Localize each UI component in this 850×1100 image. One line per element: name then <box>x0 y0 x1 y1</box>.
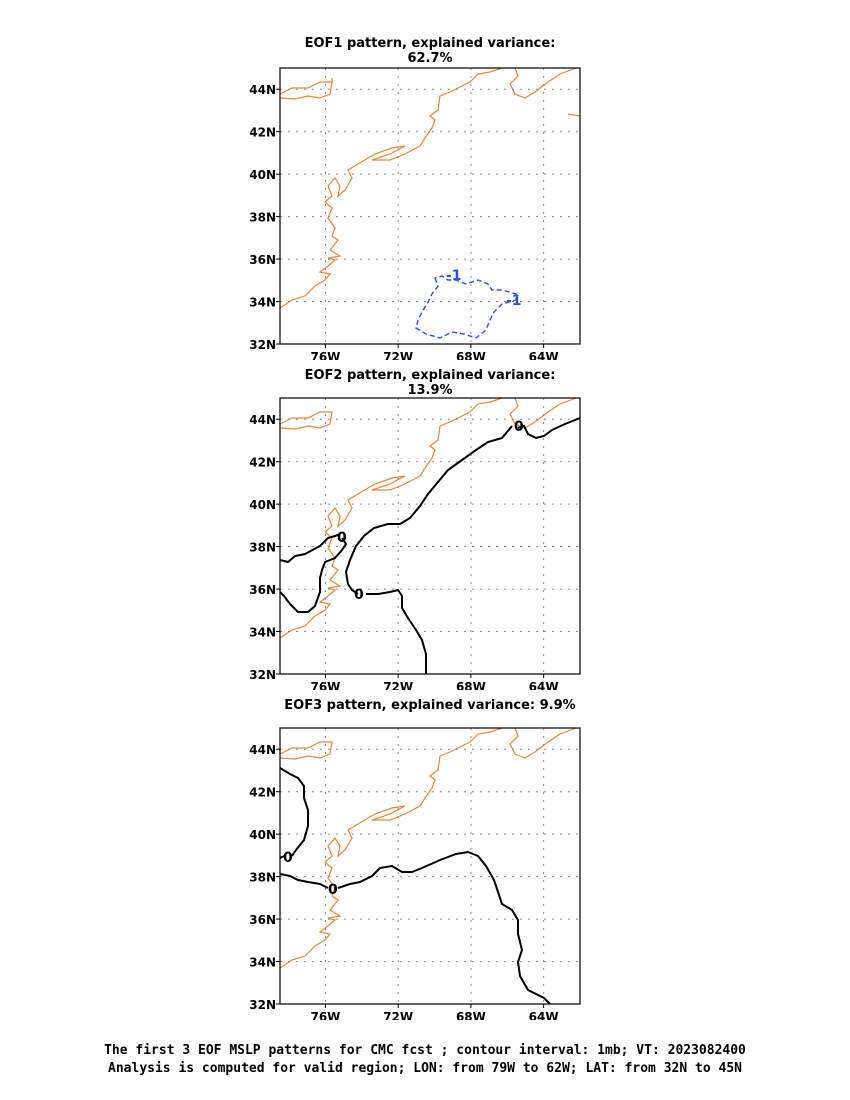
coastline <box>279 727 577 969</box>
grid <box>280 728 580 1005</box>
contour-label: 0 <box>354 587 364 603</box>
lat-tick-label: 38N <box>249 871 276 885</box>
contour-label: 0 <box>337 530 347 546</box>
lon-tick-label: 76W <box>310 350 340 360</box>
lon-tick-label: 76W <box>310 680 340 690</box>
lat-tick-label: 40N <box>249 498 276 512</box>
lon-tick-label: 72W <box>383 680 413 690</box>
zero-contour <box>279 533 341 564</box>
lat-tick-label: 44N <box>249 743 276 757</box>
map-frame <box>279 67 581 345</box>
caption-line-2: Analysis is computed for valid region; L… <box>108 1061 742 1076</box>
eof1-contours: -1 -1 <box>415 268 522 339</box>
lat-tick-label: 38N <box>249 211 276 225</box>
figure-caption: The first 3 EOF MSLP patterns for CMC fc… <box>0 1042 850 1078</box>
eof1-panel: EOF1 pattern, explained variance: 62.7% … <box>0 0 850 360</box>
negative-contour <box>415 275 517 339</box>
map-axes: 44N 42N 40N 38N 36N 34N 32N 76W 72W 68W 64W <box>249 743 558 1020</box>
lat-tick-label: 32N <box>249 998 276 1012</box>
panel-title: EOF1 pattern, explained variance: 62.7% <box>304 36 556 66</box>
lat-tick-label: 42N <box>249 456 276 470</box>
lon-tick-label: 64W <box>529 1010 559 1020</box>
eof2-panel: EOF2 pattern, explained variance: 13.9% … <box>0 330 850 690</box>
lat-tick-label: 38N <box>249 541 276 555</box>
lon-tick-label: 76W <box>310 1010 340 1020</box>
zero-contour <box>279 855 285 859</box>
lon-tick-label: 72W <box>383 1010 413 1020</box>
eof2-contours: 0 0 0 <box>279 417 581 674</box>
lat-tick-label: 40N <box>249 828 276 842</box>
lat-tick-label: 44N <box>249 413 276 427</box>
contour-label: 0 <box>514 419 524 435</box>
eof2-map: 44N 42N 40N 38N 36N 34N 32N 76W 72W 68W 64W 0 0 0 <box>249 397 581 690</box>
eof3-contours: 0 0 <box>279 767 551 1005</box>
lat-tick-label: 36N <box>249 583 276 597</box>
lat-tick-label: 40N <box>249 168 276 182</box>
caption-line-1: The first 3 EOF MSLP patterns for CMC fc… <box>104 1043 746 1058</box>
contour-label: 0 <box>328 882 338 898</box>
panel-title: EOF3 pattern, explained variance: 9.9% <box>284 698 576 713</box>
lon-tick-label: 68W <box>456 1010 486 1020</box>
lat-tick-label: 44N <box>249 83 276 97</box>
lat-tick-label: 32N <box>249 668 276 682</box>
map-axes: 44N 42N 40N 38N 36N 34N 32N 76W 72W 68W 64W <box>249 413 558 690</box>
lon-tick-label: 64W <box>529 680 559 690</box>
coastline <box>279 67 581 309</box>
zero-contour <box>344 425 513 595</box>
map-axes: 44N 42N 40N 38N 36N 34N 32N 76W 72W 68W 64W <box>249 83 558 360</box>
zero-contour <box>279 537 348 613</box>
grid <box>280 398 580 675</box>
lon-tick-label: 68W <box>456 680 486 690</box>
zero-contour <box>279 873 329 889</box>
eof1-map: 44N 42N 40N 38N 36N 34N 32N 76W 72W 68W 64W -1 -1 <box>249 67 581 360</box>
panel-title: EOF2 pattern, explained variance: 13.9% <box>304 368 556 398</box>
lat-tick-label: 36N <box>249 253 276 267</box>
zero-contour <box>517 417 581 440</box>
zero-contour <box>279 767 309 857</box>
grid <box>280 68 580 345</box>
lat-tick-label: 36N <box>249 913 276 927</box>
map-frame <box>279 397 581 675</box>
lon-tick-label: 64W <box>529 350 559 360</box>
lat-tick-label: 34N <box>249 956 276 970</box>
lat-tick-label: 32N <box>249 338 276 352</box>
lat-tick-label: 42N <box>249 126 276 140</box>
map-frame <box>279 727 581 1005</box>
contour-label: -1 <box>446 268 462 284</box>
lat-tick-label: 42N <box>249 786 276 800</box>
contour-label: 0 <box>283 850 293 866</box>
zero-contour <box>337 850 551 1005</box>
lat-tick-label: 34N <box>249 626 276 640</box>
contour-label: -1 <box>506 293 522 309</box>
lat-tick-label: 34N <box>249 296 276 310</box>
coastline <box>279 397 577 639</box>
eof3-map: 44N 42N 40N 38N 36N 34N 32N 76W 72W 68W 64W 0 0 <box>249 727 581 1020</box>
lon-tick-label: 72W <box>383 350 413 360</box>
eof3-panel: EOF3 pattern, explained variance: 9.9% 4… <box>0 660 850 1020</box>
zero-contour <box>366 588 427 674</box>
lon-tick-label: 68W <box>456 350 486 360</box>
